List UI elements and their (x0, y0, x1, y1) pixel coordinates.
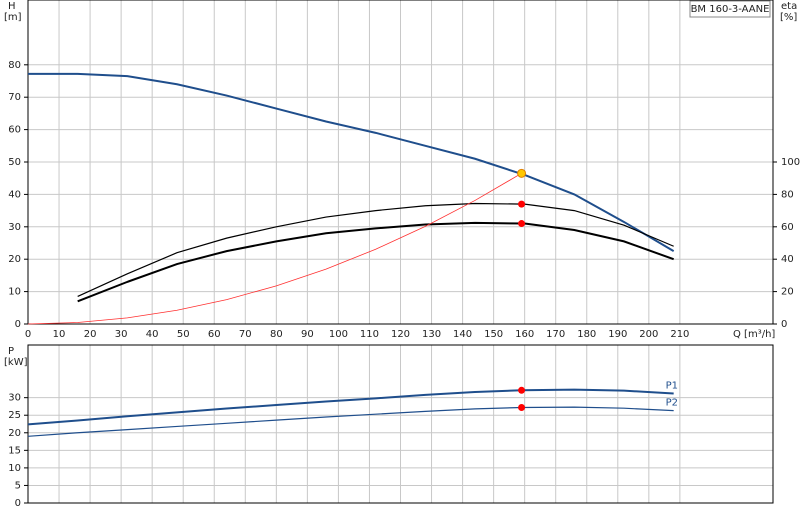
x-tick-label: 60 (208, 329, 221, 340)
x-tick-label: 120 (391, 329, 410, 340)
x-axis-label: Q [m³/h] (733, 329, 775, 340)
curve (27, 172, 522, 325)
y-tick-label: 10 (8, 463, 21, 474)
x-tick-label: 0 (25, 329, 31, 340)
operating-point (518, 386, 526, 394)
operating-point (517, 168, 527, 178)
y-tick-label: 20 (8, 254, 21, 265)
x-tick-label: 180 (577, 329, 596, 340)
series-label: P2 (666, 398, 678, 409)
y-tick-label: 30 (8, 222, 21, 233)
y-tick-label: 20 (8, 428, 21, 439)
y-tick-label: 60 (8, 125, 21, 136)
y-tick-label: 25 (8, 410, 21, 421)
y-tick-label: 80 (8, 60, 21, 71)
x-tick-label: 190 (608, 329, 627, 340)
y2-tick-label: 20 (781, 287, 794, 298)
y-axis-label: P (8, 346, 14, 357)
x-tick-label: 210 (670, 329, 689, 340)
x-tick-label: 170 (546, 329, 565, 340)
x-tick-label: 70 (239, 329, 252, 340)
plot-frame (27, 0, 774, 325)
y-tick-label: 70 (8, 92, 21, 103)
y2-tick-label: 0 (781, 319, 787, 330)
operating-point (518, 200, 526, 208)
x-tick-label: 40 (146, 329, 159, 340)
x-tick-label: 20 (84, 329, 97, 340)
y2-tick-label: 40 (781, 254, 794, 265)
y2-tick-label: 100 (781, 157, 800, 168)
curve (77, 202, 674, 298)
x-tick-label: 140 (453, 329, 472, 340)
y-axis-unit: [m] (4, 12, 22, 23)
curve (28, 72, 675, 252)
y-tick-label: 0 (15, 498, 21, 509)
x-tick-label: 30 (115, 329, 128, 340)
x-tick-label: 110 (360, 329, 379, 340)
x-tick-label: 160 (515, 329, 534, 340)
x-tick-label: 80 (270, 329, 283, 340)
x-tick-label: 200 (639, 329, 658, 340)
y-axis-label: H (8, 1, 16, 12)
x-tick-label: 150 (484, 329, 503, 340)
x-tick-label: 50 (177, 329, 190, 340)
y-tick-label: 50 (8, 157, 21, 168)
curve (27, 406, 674, 437)
series-label: P1 (666, 380, 678, 391)
operating-point (518, 220, 526, 228)
y-tick-label: 40 (8, 189, 21, 200)
y2-axis-unit: [%] (780, 12, 797, 23)
curve (77, 221, 675, 303)
x-tick-label: 10 (53, 329, 66, 340)
y-axis-unit: [kW] (4, 357, 28, 368)
x-tick-label: 100 (329, 329, 348, 340)
label: BM 160-3-AANE (691, 4, 770, 15)
x-tick-label: 130 (422, 329, 441, 340)
y-tick-label: 5 (15, 480, 21, 491)
y2-tick-label: 60 (781, 222, 794, 233)
y-tick-label: 15 (8, 445, 21, 456)
x-tick-label: 90 (301, 329, 314, 340)
label-box (689, 0, 771, 18)
y2-axis-label: eta (781, 1, 797, 12)
y2-tick-label: 80 (781, 189, 794, 200)
y-tick-label: 30 (8, 393, 21, 404)
curve (27, 388, 674, 426)
y-tick-label: 0 (15, 319, 21, 330)
y-tick-label: 10 (8, 287, 21, 298)
operating-point (518, 403, 526, 411)
